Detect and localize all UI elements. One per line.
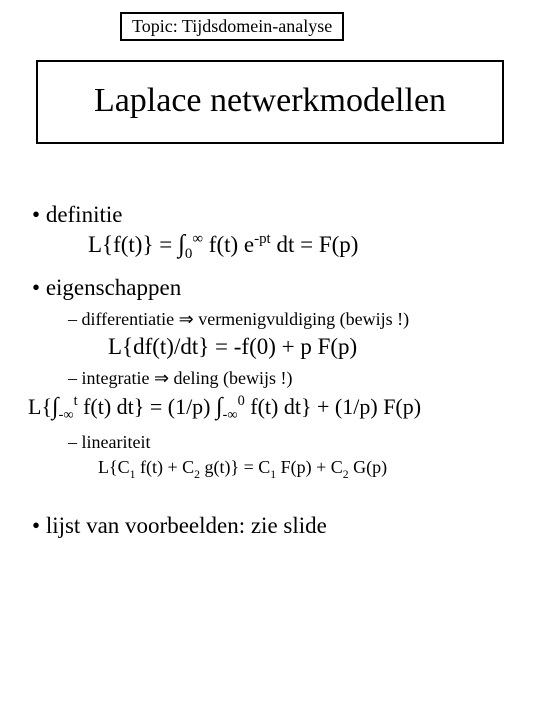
text: g(t)} = C (200, 457, 270, 477)
integral-sign: ∫ (178, 230, 185, 258)
text: f(t) dt} = (1/p) (78, 394, 216, 419)
sub: 1 (130, 468, 136, 481)
integral-sign: ∫ (52, 393, 59, 420)
sub: 1 (270, 468, 276, 481)
text: L{f(t)} = (88, 232, 178, 257)
int-upper: t (74, 393, 78, 409)
int-upper: 0 (238, 393, 245, 409)
bullet-differentiatie: differentiatie ⇒ vermenigvuldiging (bewi… (20, 309, 530, 330)
text: f(t) dt} + (1/p) F(p) (245, 394, 421, 419)
formula-integratie: L{∫-∞t f(t) dt} = (1/p) ∫-∞0 f(t) dt} + … (20, 393, 530, 424)
formula-diff: L{df(t)/dt} = -f(0) + p F(p) (20, 334, 530, 360)
int-lower: -∞ (59, 407, 74, 423)
bullet-lijst: lijst van voorbeelden: zie slide (20, 513, 530, 539)
text: F(p) + C (276, 457, 343, 477)
formula-lineariteit: L{C1 f(t) + C2 g(t)} = C1 F(p) + C2 G(p) (20, 457, 530, 481)
sub: 2 (194, 468, 200, 481)
text: dt = F(p) (271, 232, 359, 257)
sub: 2 (343, 468, 349, 481)
topic-label: Topic: Tijdsdomein-analyse (120, 12, 344, 41)
page-title: Laplace netwerkmodellen (36, 60, 504, 144)
int-lower: 0 (185, 246, 192, 262)
int-upper: ∞ (192, 231, 203, 247)
exp: -pt (254, 231, 271, 247)
text: L{ (28, 394, 52, 419)
text: L{C (98, 457, 130, 477)
formula-definition: L{f(t)} = ∫0∞ f(t) e-pt dt = F(p) (20, 230, 530, 263)
content-area: definitie L{f(t)} = ∫0∞ f(t) e-pt dt = F… (20, 190, 530, 539)
text: f(t) e (203, 232, 254, 257)
text: f(t) + C (135, 457, 194, 477)
bullet-integratie: integratie ⇒ deling (bewijs !) (20, 368, 530, 389)
text: G(p) (349, 457, 388, 477)
int-lower: -∞ (223, 407, 238, 423)
bullet-lineariteit: lineariteit (20, 432, 530, 453)
bullet-definitie: definitie (20, 202, 530, 228)
integral-sign: ∫ (216, 393, 223, 420)
bullet-eigenschappen: eigenschappen (20, 275, 530, 301)
